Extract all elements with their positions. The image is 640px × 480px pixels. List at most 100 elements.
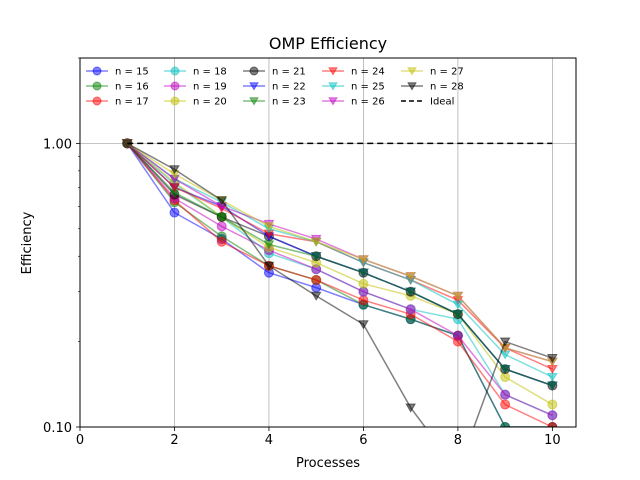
legend-marker — [328, 97, 338, 106]
legend-item: n = 26 — [322, 97, 385, 108]
legend-item: n = 19 — [164, 81, 227, 93]
legend-item: n = 15 — [86, 66, 149, 78]
data-point — [500, 399, 511, 410]
series-line — [126, 142, 553, 363]
data-point — [499, 337, 511, 347]
axis-ticks: 0 2 4 6 8 10 0.10 1.00 — [43, 57, 561, 448]
legend-item: n = 17 — [86, 96, 149, 108]
data-point — [358, 295, 369, 306]
legend-marker — [170, 96, 180, 106]
data-point — [358, 278, 369, 289]
legend-item: n = 16 — [86, 81, 149, 93]
data-point — [452, 330, 463, 341]
legend-label: Ideal — [430, 97, 454, 108]
legend-label: n = 20 — [193, 97, 227, 108]
data-point — [358, 320, 369, 330]
legend-marker — [92, 81, 102, 91]
data-point — [310, 291, 322, 301]
legend-label: n = 23 — [272, 97, 306, 108]
data-point — [169, 165, 180, 175]
plot-area — [80, 58, 576, 427]
data-point — [216, 236, 227, 247]
y-tick-label: 1.00 — [43, 137, 72, 152]
data-point — [547, 372, 558, 383]
legend-label: n = 15 — [115, 67, 149, 78]
legend-item: Ideal — [401, 97, 454, 108]
plot-frame — [79, 57, 577, 428]
data-point — [216, 196, 228, 206]
data-point — [547, 353, 558, 364]
data-point — [405, 272, 417, 282]
x-tick-label: 8 — [454, 433, 462, 448]
data-point — [405, 403, 417, 413]
legend-marker — [249, 82, 259, 91]
legend-marker — [249, 97, 259, 106]
legend-label: n = 24 — [351, 67, 385, 78]
legend-marker — [328, 67, 338, 76]
legend-marker — [328, 82, 338, 91]
series-lines — [121, 138, 558, 427]
data-point — [310, 237, 322, 247]
data-point — [263, 222, 275, 232]
data-point — [500, 389, 511, 400]
legend-label: n = 19 — [193, 82, 227, 93]
legend-item: n = 27 — [401, 67, 464, 78]
y-axis-label: Efficiency — [20, 211, 35, 274]
legend-marker — [170, 81, 180, 91]
data-point — [216, 221, 227, 232]
legend-label: n = 18 — [193, 67, 227, 78]
x-tick-label: 4 — [265, 433, 273, 448]
data-point — [452, 310, 464, 320]
series-line — [126, 142, 553, 406]
data-point — [311, 274, 322, 285]
data-point — [358, 268, 369, 278]
legend-item: n = 18 — [164, 66, 227, 78]
legend-marker — [170, 66, 180, 76]
data-point — [358, 255, 369, 265]
legend-label: n = 25 — [351, 82, 385, 93]
data-point — [499, 365, 511, 375]
legend-item: n = 24 — [322, 67, 385, 78]
legend-marker — [92, 96, 102, 106]
legend-item: n = 25 — [322, 82, 385, 93]
data-point — [547, 422, 558, 427]
legend: n = 15 n = 16 n = 17 n = 18 n = 19 n = 20 n = … — [86, 66, 464, 108]
x-tick-label: 10 — [544, 433, 561, 448]
data-point — [500, 422, 511, 427]
data-point — [452, 300, 464, 310]
legend-item: n = 22 — [243, 82, 306, 93]
data-point — [263, 261, 275, 271]
legend-marker — [249, 66, 259, 76]
legend-label: n = 16 — [115, 82, 149, 93]
legend-item: n = 28 — [401, 82, 464, 93]
data-point — [310, 252, 322, 262]
legend-label: n = 26 — [351, 97, 385, 108]
series-line — [126, 142, 553, 387]
data-point — [547, 410, 558, 421]
data-point — [452, 291, 464, 301]
series-n-28 — [121, 139, 558, 427]
legend-marker — [92, 66, 102, 76]
series-line — [126, 142, 553, 378]
legend-label: n = 21 — [272, 67, 306, 78]
legend-label: n = 17 — [115, 97, 149, 108]
legend-marker — [407, 82, 417, 91]
legend-item: n = 20 — [164, 96, 227, 108]
legend-label: n = 28 — [430, 82, 464, 93]
legend-label: n = 27 — [430, 67, 464, 78]
series-line — [126, 142, 553, 427]
data-point — [547, 399, 558, 410]
data-point — [405, 304, 416, 315]
data-point — [405, 287, 417, 297]
legend-label: n = 22 — [272, 82, 306, 93]
data-point — [216, 212, 228, 223]
legend-item: n = 21 — [243, 66, 306, 78]
x-tick-label: 6 — [359, 433, 367, 448]
legend-marker — [407, 67, 417, 76]
x-tick-label: 2 — [170, 433, 178, 448]
series-line — [126, 142, 553, 416]
x-axis-label: Processes — [296, 456, 360, 471]
legend-item: n = 23 — [243, 97, 306, 108]
series-line — [126, 142, 553, 427]
